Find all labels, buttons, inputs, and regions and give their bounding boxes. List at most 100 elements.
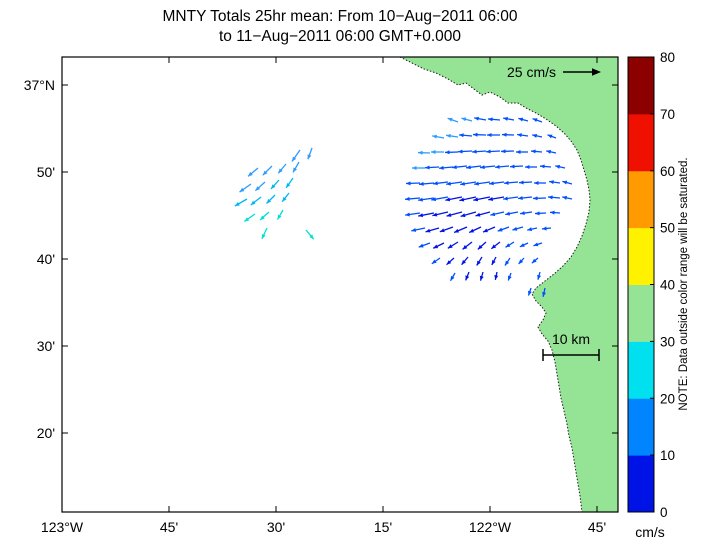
current-vector-head-icon — [250, 200, 256, 206]
colorbar-tick-label: 80 — [660, 50, 675, 65]
current-vector-head-icon — [432, 212, 438, 217]
current-vector-head-icon — [431, 197, 437, 202]
current-vector-head-icon — [494, 275, 499, 280]
current-vector-head-icon — [519, 180, 524, 185]
current-vector-head-icon — [472, 149, 477, 154]
current-vector-head-icon — [446, 133, 451, 138]
current-vector-head-icon — [406, 181, 411, 186]
current-vector-head-icon — [278, 168, 283, 174]
reference-arrow-label: 25 cm/s — [507, 64, 556, 80]
current-vector-head-icon — [497, 227, 503, 232]
colorbar-segment — [628, 341, 654, 399]
y-tick-label: 20' — [37, 425, 55, 441]
current-vector-head-icon — [533, 242, 539, 247]
current-vector-head-icon — [473, 197, 479, 202]
current-vector-head-icon — [476, 260, 481, 266]
current-vector-head-icon — [528, 290, 532, 296]
colorbar-tick-label: 70 — [660, 107, 675, 122]
current-vector-head-icon — [262, 170, 268, 176]
current-vector-head-icon — [535, 211, 540, 216]
current-vector-head-icon — [520, 211, 525, 216]
current-vector-head-icon — [510, 164, 515, 169]
current-vector-head-icon — [489, 181, 494, 186]
current-vector-head-icon — [459, 197, 465, 202]
x-tick-label: 30' — [267, 519, 285, 535]
current-vector-head-icon — [546, 149, 552, 154]
current-vector-head-icon — [503, 196, 508, 201]
current-vector-head-icon — [277, 214, 282, 220]
colorbar-tick-label: 50 — [660, 221, 675, 236]
scale-bar-group: 10 km — [542, 331, 600, 361]
current-vector-head-icon — [405, 212, 410, 217]
current-vector-head-icon — [461, 259, 466, 265]
current-vector-head-icon — [460, 181, 465, 186]
current-vector-head-icon — [533, 196, 538, 201]
current-vector-head-icon — [248, 171, 253, 177]
current-vector-head-icon — [477, 244, 483, 250]
current-vector-head-icon — [505, 243, 511, 248]
current-vector-head-icon — [518, 259, 524, 264]
current-vector-head-icon — [480, 165, 485, 170]
current-vector-head-icon — [465, 275, 470, 281]
current-vector-head-icon — [507, 275, 512, 281]
current-vector-head-icon — [562, 180, 568, 185]
current-vector-head-icon — [537, 274, 542, 280]
current-vector-head-icon — [286, 182, 291, 188]
colorbar-segment — [628, 227, 654, 285]
colorbar-tick-label: 60 — [660, 164, 675, 179]
colorbar-units-label: cm/s — [635, 524, 665, 540]
plot-border — [61, 56, 619, 513]
current-vector-head-icon — [488, 197, 494, 201]
colorbar-segment — [628, 57, 654, 115]
current-vector-head-icon — [516, 150, 521, 154]
colorbar-segment — [628, 455, 654, 513]
current-vector-head-icon — [517, 133, 522, 138]
current-vector-head-icon — [547, 134, 553, 139]
current-vector-head-icon — [418, 243, 424, 248]
current-vector-head-icon — [458, 149, 463, 154]
current-vector-head-icon — [531, 149, 536, 154]
map-generated-layer: 123°W 45' 30' 15' 122°W 45' 37°N 50' 40' 30' 20' 0 1… — [24, 50, 675, 535]
current-vector-head-icon — [479, 275, 484, 281]
current-vector-head-icon — [488, 117, 493, 122]
current-vector-head-icon — [503, 116, 508, 121]
current-vector-head-icon — [447, 244, 453, 249]
current-vector-head-icon — [418, 150, 423, 155]
current-vector-head-icon — [460, 213, 466, 218]
current-vector-head-icon — [519, 243, 525, 247]
current-vector-head-icon — [483, 228, 488, 233]
current-vector-head-icon — [255, 186, 261, 191]
current-vector-head-icon — [518, 117, 524, 122]
y-tick-label: 30' — [37, 338, 55, 354]
current-vector-head-icon — [486, 149, 491, 154]
current-vector-head-icon — [450, 275, 455, 281]
current-vector-head-icon — [418, 197, 423, 202]
current-vector-head-icon — [270, 184, 276, 189]
current-vector-head-icon — [266, 198, 272, 204]
current-vector-head-icon — [462, 245, 468, 250]
ocean-area — [62, 57, 618, 512]
current-vector-head-icon — [446, 260, 452, 265]
x-tick-label: 45' — [160, 519, 178, 535]
colorbar-tick-label: 10 — [660, 448, 675, 463]
current-vector-head-icon — [542, 226, 547, 231]
scale-bar-label: 10 km — [552, 331, 590, 347]
current-vector-head-icon — [474, 181, 479, 186]
current-vector-head-icon — [239, 187, 245, 193]
current-vector-head-icon — [504, 260, 510, 266]
current-vector-head-icon — [487, 133, 492, 137]
current-vector-head-icon — [501, 149, 506, 154]
colorbar-segment — [628, 398, 654, 456]
current-vector-head-icon — [433, 181, 438, 186]
current-vector-head-icon — [432, 134, 437, 139]
current-vector-head-icon — [439, 228, 445, 233]
current-vector-head-icon — [291, 156, 297, 162]
current-vector-head-icon — [461, 117, 467, 122]
current-vector-head-icon — [439, 165, 444, 170]
y-tick-label: 37°N — [24, 77, 55, 93]
colorbar-segment — [628, 170, 654, 229]
reference-arrow-head-icon — [592, 68, 601, 76]
current-vector-head-icon — [490, 212, 496, 217]
current-vector-head-icon — [282, 196, 287, 202]
